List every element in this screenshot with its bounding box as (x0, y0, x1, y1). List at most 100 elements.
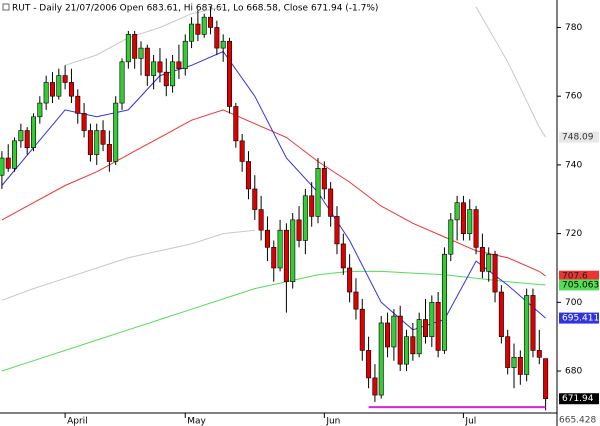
candle-body (182, 40, 188, 70)
price-label: 748.09 (562, 133, 594, 143)
candle-body (31, 116, 37, 149)
candle-body (366, 350, 372, 379)
candle-body (271, 247, 277, 269)
candle-body (227, 40, 233, 107)
candle-body (163, 71, 169, 87)
candle-body (87, 130, 93, 155)
icon (2, 3, 10, 11)
price-label: 705.063 (562, 280, 599, 290)
candle-body (157, 61, 163, 73)
candle-body (0, 157, 5, 176)
candle-body (24, 130, 30, 149)
candle-body (37, 102, 43, 118)
candle-body (353, 291, 359, 310)
candle-body (125, 34, 131, 63)
y-tick-label: 760 (565, 92, 582, 102)
candle-body (467, 209, 473, 234)
candle-body (536, 350, 542, 358)
candle-body (62, 75, 68, 83)
y-tick-label: 680 (565, 367, 582, 377)
candle-body (524, 295, 530, 375)
y-tick-label: 720 (565, 229, 582, 239)
price-label: 695.411 (562, 314, 599, 324)
candle-body (252, 188, 258, 210)
candle-body (347, 267, 353, 293)
x-tick-label: April (67, 417, 88, 426)
candle-body (302, 195, 308, 241)
candle-body (397, 315, 403, 365)
price-label: 671.94 (562, 394, 594, 404)
price-label-box (559, 279, 599, 291)
candle-body (498, 291, 504, 337)
candle-body (517, 356, 523, 375)
candle-body (214, 27, 220, 49)
candle-body (435, 302, 441, 351)
candle-body (12, 140, 18, 169)
candle-body (340, 243, 346, 269)
candle-body (530, 295, 536, 351)
ma-line (1, 229, 255, 301)
candle-body (321, 168, 327, 190)
price-label-box (559, 393, 599, 405)
candle-body (49, 82, 55, 97)
y-tick-label: 780 (565, 23, 582, 33)
candle-body (479, 247, 485, 272)
candle-body (486, 253, 492, 272)
candle-body (441, 253, 447, 351)
candle-body (18, 130, 24, 142)
candle-body (208, 16, 214, 28)
candle-body (195, 23, 201, 35)
candle-body (239, 140, 245, 162)
candle-body (511, 356, 517, 368)
candle-body (429, 302, 435, 337)
y-tick-label: 740 (565, 160, 582, 170)
x-tick-label: May (187, 417, 206, 426)
candle-body (245, 161, 251, 190)
candle-body (81, 113, 87, 131)
price-label-box (559, 312, 599, 324)
price-label-box (559, 131, 599, 143)
candle-body (176, 61, 182, 70)
candle-body (391, 315, 397, 348)
candle-body (75, 95, 81, 114)
candle-body (277, 229, 283, 269)
candle-body (144, 47, 150, 76)
candle-body (454, 202, 460, 221)
chart-title: RUT - Daily 21/07/2006 Open 683.61, Hi 6… (12, 4, 378, 14)
candle-body (201, 16, 207, 35)
candle-body (283, 229, 289, 283)
candle-body (334, 216, 340, 245)
bottom-price-label: 665.428 (559, 416, 596, 426)
ma-line (1, 50, 546, 331)
candle-body (460, 202, 466, 234)
candle-body (264, 229, 270, 248)
x-tick-label: Jun (325, 417, 340, 426)
candle-body (416, 319, 422, 355)
candle-body (68, 82, 74, 97)
candle-body (290, 219, 296, 283)
candle-body (5, 157, 11, 169)
candle-body (359, 308, 365, 351)
candle-body (404, 336, 410, 365)
candle-body (315, 168, 321, 217)
ma-line (64, 6, 547, 138)
price-label: 707.6 (562, 272, 588, 282)
candle-body (378, 322, 384, 396)
candle-body (119, 61, 125, 104)
candle-body (170, 61, 176, 87)
candle-body (132, 34, 138, 59)
candle-body (100, 130, 106, 145)
candle-body (385, 322, 391, 348)
candle-body (372, 377, 378, 396)
candle-body (296, 219, 302, 241)
candle-body (233, 106, 239, 142)
candle-body (106, 143, 112, 162)
candle-body (43, 82, 49, 104)
candle-body (138, 47, 144, 59)
candle-body (258, 209, 264, 231)
candle-body (492, 253, 498, 293)
candle-body (189, 23, 195, 42)
price-label-box (559, 270, 599, 282)
y-tick-label: 700 (565, 298, 582, 308)
